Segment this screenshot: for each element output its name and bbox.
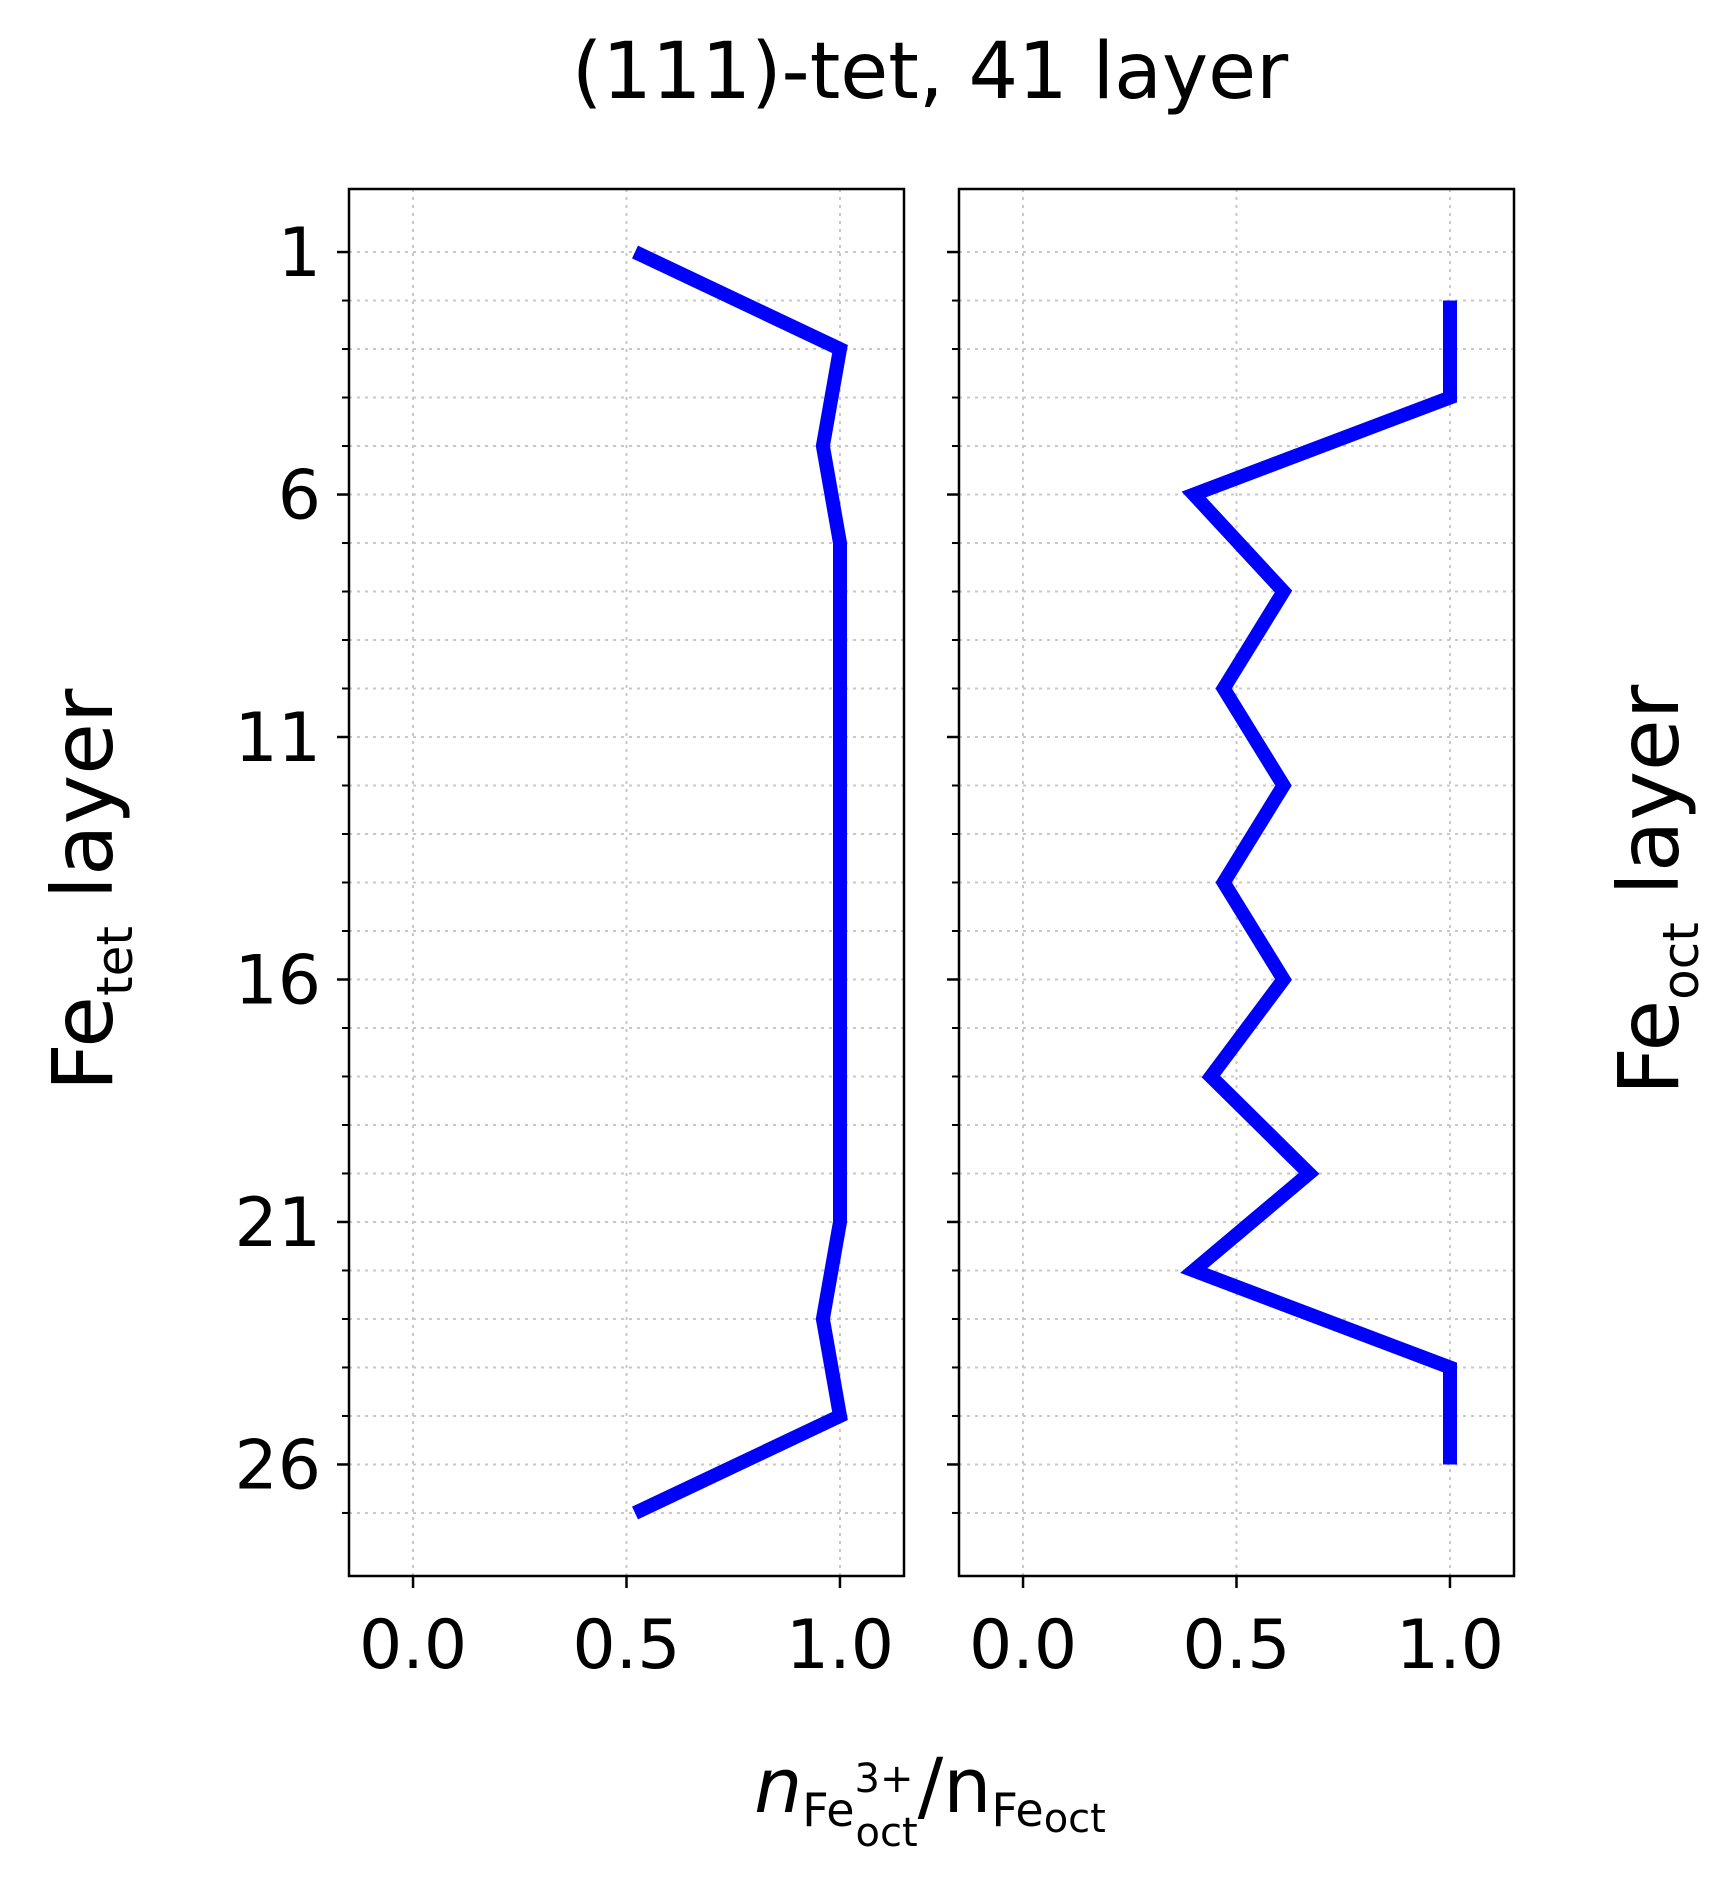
series-line	[632, 245, 848, 1520]
left-y-axis-label: Fetet layer	[34, 688, 144, 1091]
left-y-label-base: Fe	[34, 996, 132, 1091]
x-tick-label: 0.5	[1182, 1606, 1290, 1685]
right-panel-frame	[957, 187, 1516, 1578]
left-y-label-rest: layer	[34, 688, 132, 926]
x-tick-label: 1.0	[786, 1606, 894, 1685]
right-y-label-rest: layer	[1600, 684, 1698, 922]
right-y-axis-label: Feoct layer	[1600, 684, 1710, 1095]
x-tick-label: 0.0	[969, 1606, 1077, 1685]
x-label-n: n	[754, 1741, 802, 1830]
right-y-label-base: Fe	[1600, 1000, 1698, 1095]
x-label-fe3: Fe	[802, 1783, 854, 1837]
y-tick-label: 1	[278, 214, 321, 293]
left-y-label-sub: tet	[86, 926, 144, 996]
y-tick-label: 26	[234, 1426, 321, 1505]
x-tick-label: 0.5	[572, 1606, 680, 1685]
chart-title: (111)-tet, 41 layer	[572, 27, 1289, 117]
series-line	[1180, 300, 1457, 1465]
x-tick-label: 0.0	[359, 1606, 467, 1685]
x-label-slash: /n	[918, 1741, 992, 1830]
right-y-label-sub: oct	[1652, 922, 1710, 1000]
x-label-sub: oct	[856, 1810, 918, 1856]
x-label-sub2: oct	[1044, 1796, 1106, 1842]
left-panel-frame	[347, 187, 906, 1578]
x-axis-label: nFe3+ oct/nFeoct	[754, 1741, 1106, 1856]
y-tick-label: 16	[234, 941, 321, 1020]
x-label-sup: 3+	[855, 1756, 914, 1802]
right-panel: 0.0 0.5 1.0	[947, 187, 1516, 1685]
y-tick-label: 6	[278, 457, 321, 536]
x-tick-label: 1.0	[1396, 1606, 1504, 1685]
y-tick-label: 11	[234, 699, 321, 778]
x-label-fe: Fe	[991, 1783, 1043, 1837]
y-tick-label: 21	[234, 1184, 321, 1263]
